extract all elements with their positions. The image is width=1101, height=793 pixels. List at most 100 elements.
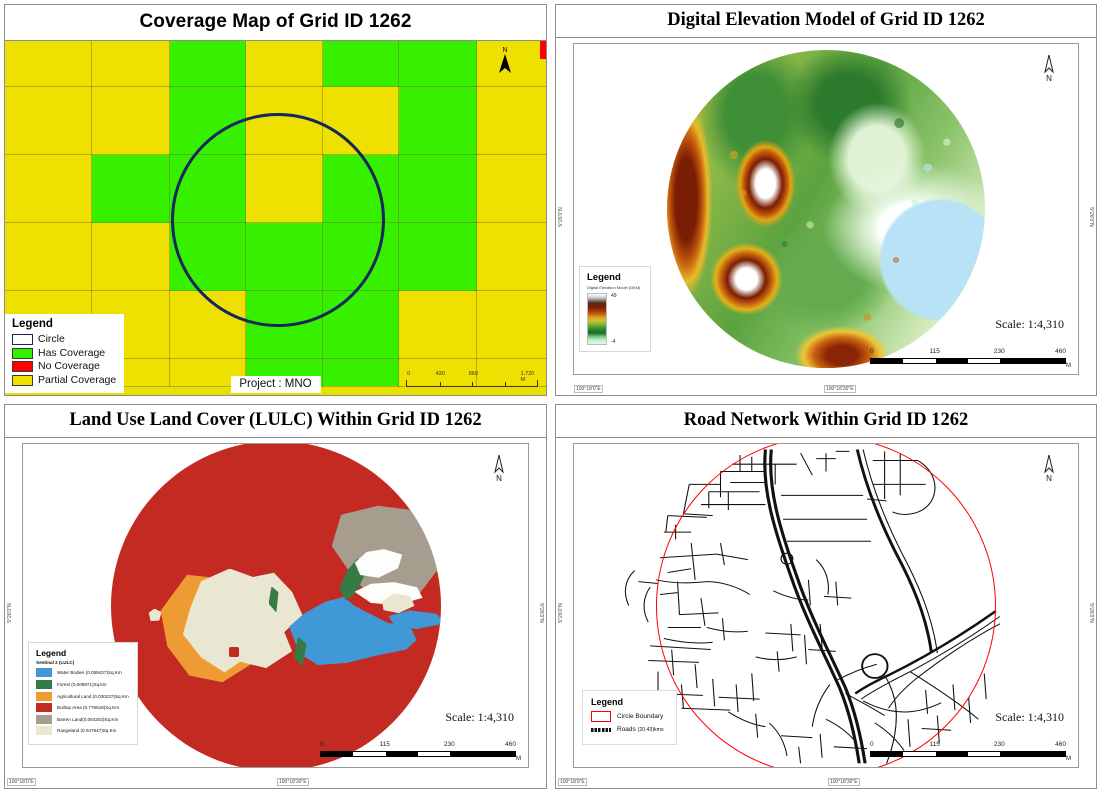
grid-cell (476, 86, 546, 156)
panel-coverage-map: Coverage Map of Grid ID 1262 (0, 0, 551, 400)
coverage-circle-overlay (171, 113, 385, 327)
north-label: N (502, 47, 508, 54)
road-circle-boundary (656, 444, 996, 767)
north-arrow-icon (1044, 54, 1054, 74)
dem-scale-text: Scale: 1:4,310 (995, 317, 1064, 331)
grid-cell (322, 358, 400, 387)
north-label: N (496, 474, 502, 483)
lulc-region-rangeland (182, 568, 303, 673)
scalebar-tick: 0 (407, 371, 411, 377)
coord-label-left: 5°26'0"N (558, 206, 564, 227)
legend-label: Barren Land(0.054203)Sq.Km (57, 716, 119, 722)
lulc-map-area[interactable]: N Legend Sentinal 2 (LULC) Water Bodies … (5, 438, 546, 788)
scalebar-tick: 860 (468, 371, 478, 377)
legend-label: Water Bodies (0.059437)Sq.Km (57, 670, 122, 676)
coverage-map-title: Coverage Map of Grid ID 1262 (139, 11, 412, 32)
no-coverage-marker (540, 41, 546, 59)
legend-item-water-bodies: Water Bodies (0.059437)Sq.Km (36, 668, 129, 678)
lulc-map-frame: N Legend Sentinal 2 (LULC) Water Bodies … (22, 443, 529, 768)
scalebar-tick: 115 (929, 348, 940, 355)
road-map-frame: N Legend Circle Boundary Roads (20.43)km… (573, 443, 1079, 768)
scalebar-line (406, 380, 538, 387)
legend-label-text: Roads (617, 726, 638, 733)
lulc-scale-text: Scale: 1:4,310 (445, 710, 514, 724)
lulc-scalebar: 0 115 230 460 M (320, 741, 521, 762)
coord-label-bottom-left: 100°18'0"E (574, 385, 603, 393)
scalebar-tick: 230 (993, 348, 1005, 355)
legend-title: Legend (36, 648, 67, 659)
scalebar-bar (870, 358, 1066, 364)
coord-label-bottom-right: 100°18'30"E (277, 778, 309, 786)
coord-label-left: 5°26'0"N (7, 603, 13, 623)
coverage-title-bar: Coverage Map of Grid ID 1262 (5, 5, 546, 41)
legend-item-rangeland: Rangeland (0.047847)Sq.Km (36, 726, 129, 736)
dem-map-area[interactable]: N Legend Digital Elevation Model (DEM) 4… (556, 38, 1096, 395)
legend-swatch-barren-land (36, 714, 52, 724)
dem-ramp-max: 49 (611, 293, 617, 299)
grid-cell (322, 41, 400, 88)
scalebar-ticks: 0 115 230 460 (320, 741, 516, 751)
dem-contour-detail (667, 50, 985, 368)
lulc-region-water (388, 610, 441, 630)
scalebar-ticks: 0 115 230 460 (870, 348, 1066, 358)
road-map-area[interactable]: N Legend Circle Boundary Roads (20.43)km… (556, 438, 1096, 788)
panel-road-map: Road Network Within Grid ID 1262 (551, 400, 1101, 793)
scalebar-tick: 0 (320, 741, 324, 748)
grid-cell (5, 222, 93, 292)
legend-swatch-circle-boundary (591, 711, 611, 722)
scalebar-tick: 115 (379, 741, 390, 748)
grid-cell (476, 222, 546, 292)
grid-cell (5, 86, 93, 156)
north-arrow-icon (1044, 454, 1054, 474)
north-arrow: N (1040, 54, 1058, 83)
lulc-legend: Legend Sentinal 2 (LULC) Water Bodies (0… (28, 642, 138, 745)
scalebar-bar (320, 751, 516, 757)
lulc-region-builtup (228, 646, 239, 657)
legend-title: Legend (591, 697, 624, 707)
scalebar-tick: 115 (929, 741, 940, 748)
lulc-title-bar: Land Use Land Cover (LULC) Within Grid I… (5, 405, 546, 438)
legend-swatch-no-coverage (12, 361, 33, 372)
legend-item-circle: Circle (12, 334, 116, 345)
panel-dem-map: Digital Elevation Model of Grid ID 1262 … (551, 0, 1101, 400)
road-scale-text: Scale: 1:4,310 (995, 710, 1064, 724)
project-tag: Project : MNO (230, 376, 321, 393)
scalebar-unit: M (1066, 363, 1071, 369)
grid-cell (398, 41, 478, 88)
dem-ramp-labels: 49 -4 (611, 293, 633, 345)
legend-item-circle-boundary: Circle Boundary (591, 711, 664, 722)
north-arrow-icon (494, 454, 504, 474)
legend-label: Rangeland (0.047847)Sq.Km (57, 728, 117, 734)
grid-cell (398, 290, 478, 360)
road-legend: Legend Circle Boundary Roads (20.43)kms (582, 690, 677, 745)
dem-map-title: Digital Elevation Model of Grid ID 1262 (667, 10, 985, 30)
legend-label: Agricultural Land (0.030237)Sq.Km (57, 693, 129, 699)
grid-cell (476, 290, 546, 360)
scalebar-tick: 230 (443, 741, 455, 748)
scalebar-ticks: 0 430 860 1,720 M (406, 371, 538, 383)
dem-ramp-min: -4 (611, 339, 616, 345)
legend-title: Legend (587, 272, 621, 283)
legend-swatch-partial-coverage (12, 374, 33, 386)
coverage-map-area[interactable]: N Project : MNO Legend Circle (5, 41, 546, 395)
lulc-region-forest (293, 636, 307, 667)
grid-cell (91, 154, 171, 224)
north-arrow: N (498, 47, 512, 79)
road-scalebar: 0 115 230 460 M (870, 741, 1071, 762)
grid-cell (5, 154, 93, 224)
dem-title-bar: Digital Elevation Model of Grid ID 1262 (556, 5, 1096, 38)
legend-label: Circle (38, 333, 65, 346)
panel-lulc-map: Land Use Land Cover (LULC) Within Grid I… (0, 400, 551, 793)
coord-label-right: 5°26'0"N (1088, 206, 1094, 227)
legend-item-barren-land: Barren Land(0.054203)Sq.Km (36, 714, 129, 724)
legend-label: Forest (0.005971)Sq.km (57, 682, 107, 688)
legend-item-builtup-area: Builtup Area (0.776518)Sq.Km (36, 703, 129, 713)
legend-item-partial-coverage: Partial Coverage (12, 374, 116, 386)
scalebar-unit: M (1066, 756, 1071, 762)
legend-item-roads: Roads (20.43)kms (591, 726, 664, 733)
grid-cell (476, 41, 546, 88)
north-arrow-icon (499, 54, 511, 73)
legend-item-has-coverage: Has Coverage (12, 347, 116, 359)
scalebar-tick: 460 (1055, 348, 1066, 355)
dem-color-ramp-row: 49 -4 (587, 293, 640, 345)
